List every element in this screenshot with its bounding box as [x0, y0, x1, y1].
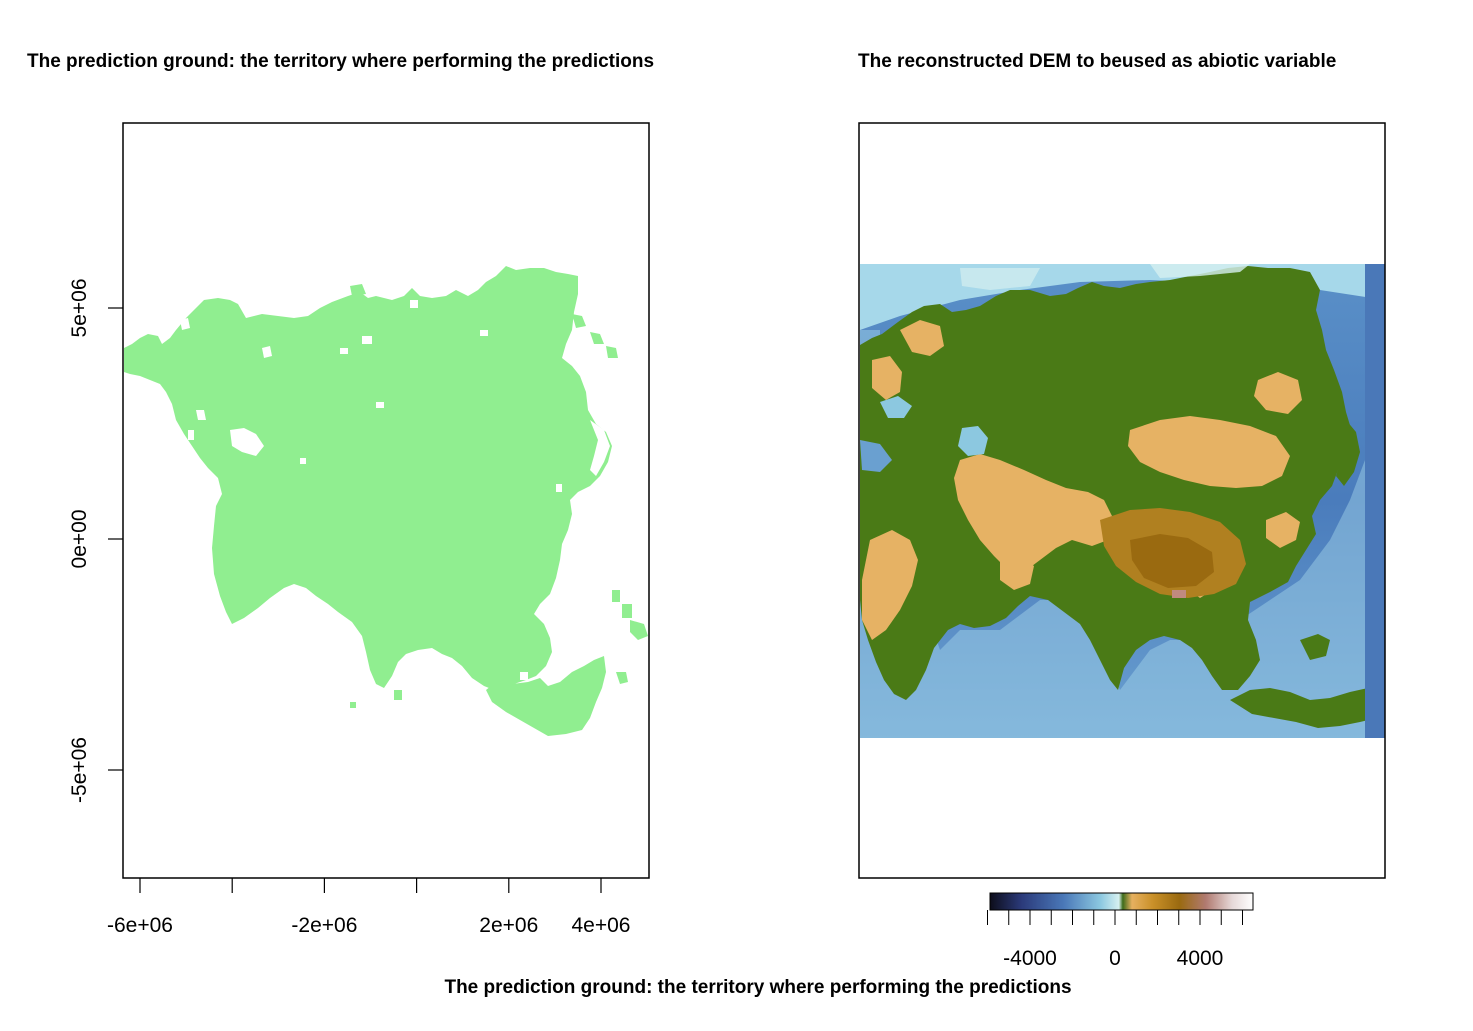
elevation-colorbar: -4000 0 4000: [988, 893, 1254, 970]
right-map-panel: -4000 0 4000: [859, 123, 1385, 970]
y-tick-label: 5e+06: [68, 279, 91, 338]
x-tick-label: -2e+06: [291, 914, 357, 937]
x-tick-label: 2e+06: [479, 914, 538, 937]
left-map-panel: -6e+06 -2e+06 2e+06 4e+06 5e+06 0e+00 -5e+06: [68, 123, 649, 937]
colorbar-gradient: [990, 893, 1253, 910]
x-tick-label: -6e+06: [107, 914, 173, 937]
colorbar-ticks: -4000 0 4000: [988, 910, 1243, 970]
colorbar-tick-label: 4000: [1177, 947, 1224, 970]
colorbar-tick-label: -4000: [1003, 947, 1057, 970]
dem-raster: [860, 264, 1385, 738]
y-tick-label: -5e+06: [68, 737, 91, 803]
x-tick-label: 4e+06: [572, 914, 631, 937]
land-mask: [124, 266, 648, 736]
y-tick-label: 0e+00: [68, 510, 91, 569]
colorbar-tick-label: 0: [1109, 947, 1121, 970]
